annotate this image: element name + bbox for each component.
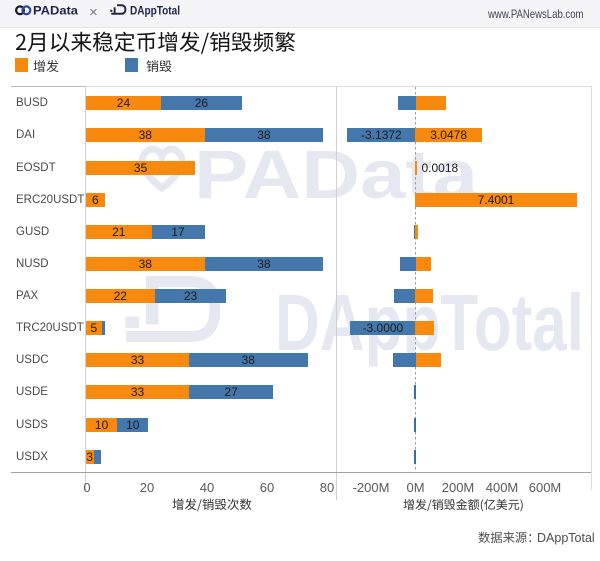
svg-text:www.PANewsLab.com: www.PANewsLab.com: [488, 7, 584, 21]
svg-text:PAData: PAData: [33, 6, 79, 18]
svg-text:DAppTotal: DAppTotal: [130, 6, 180, 18]
